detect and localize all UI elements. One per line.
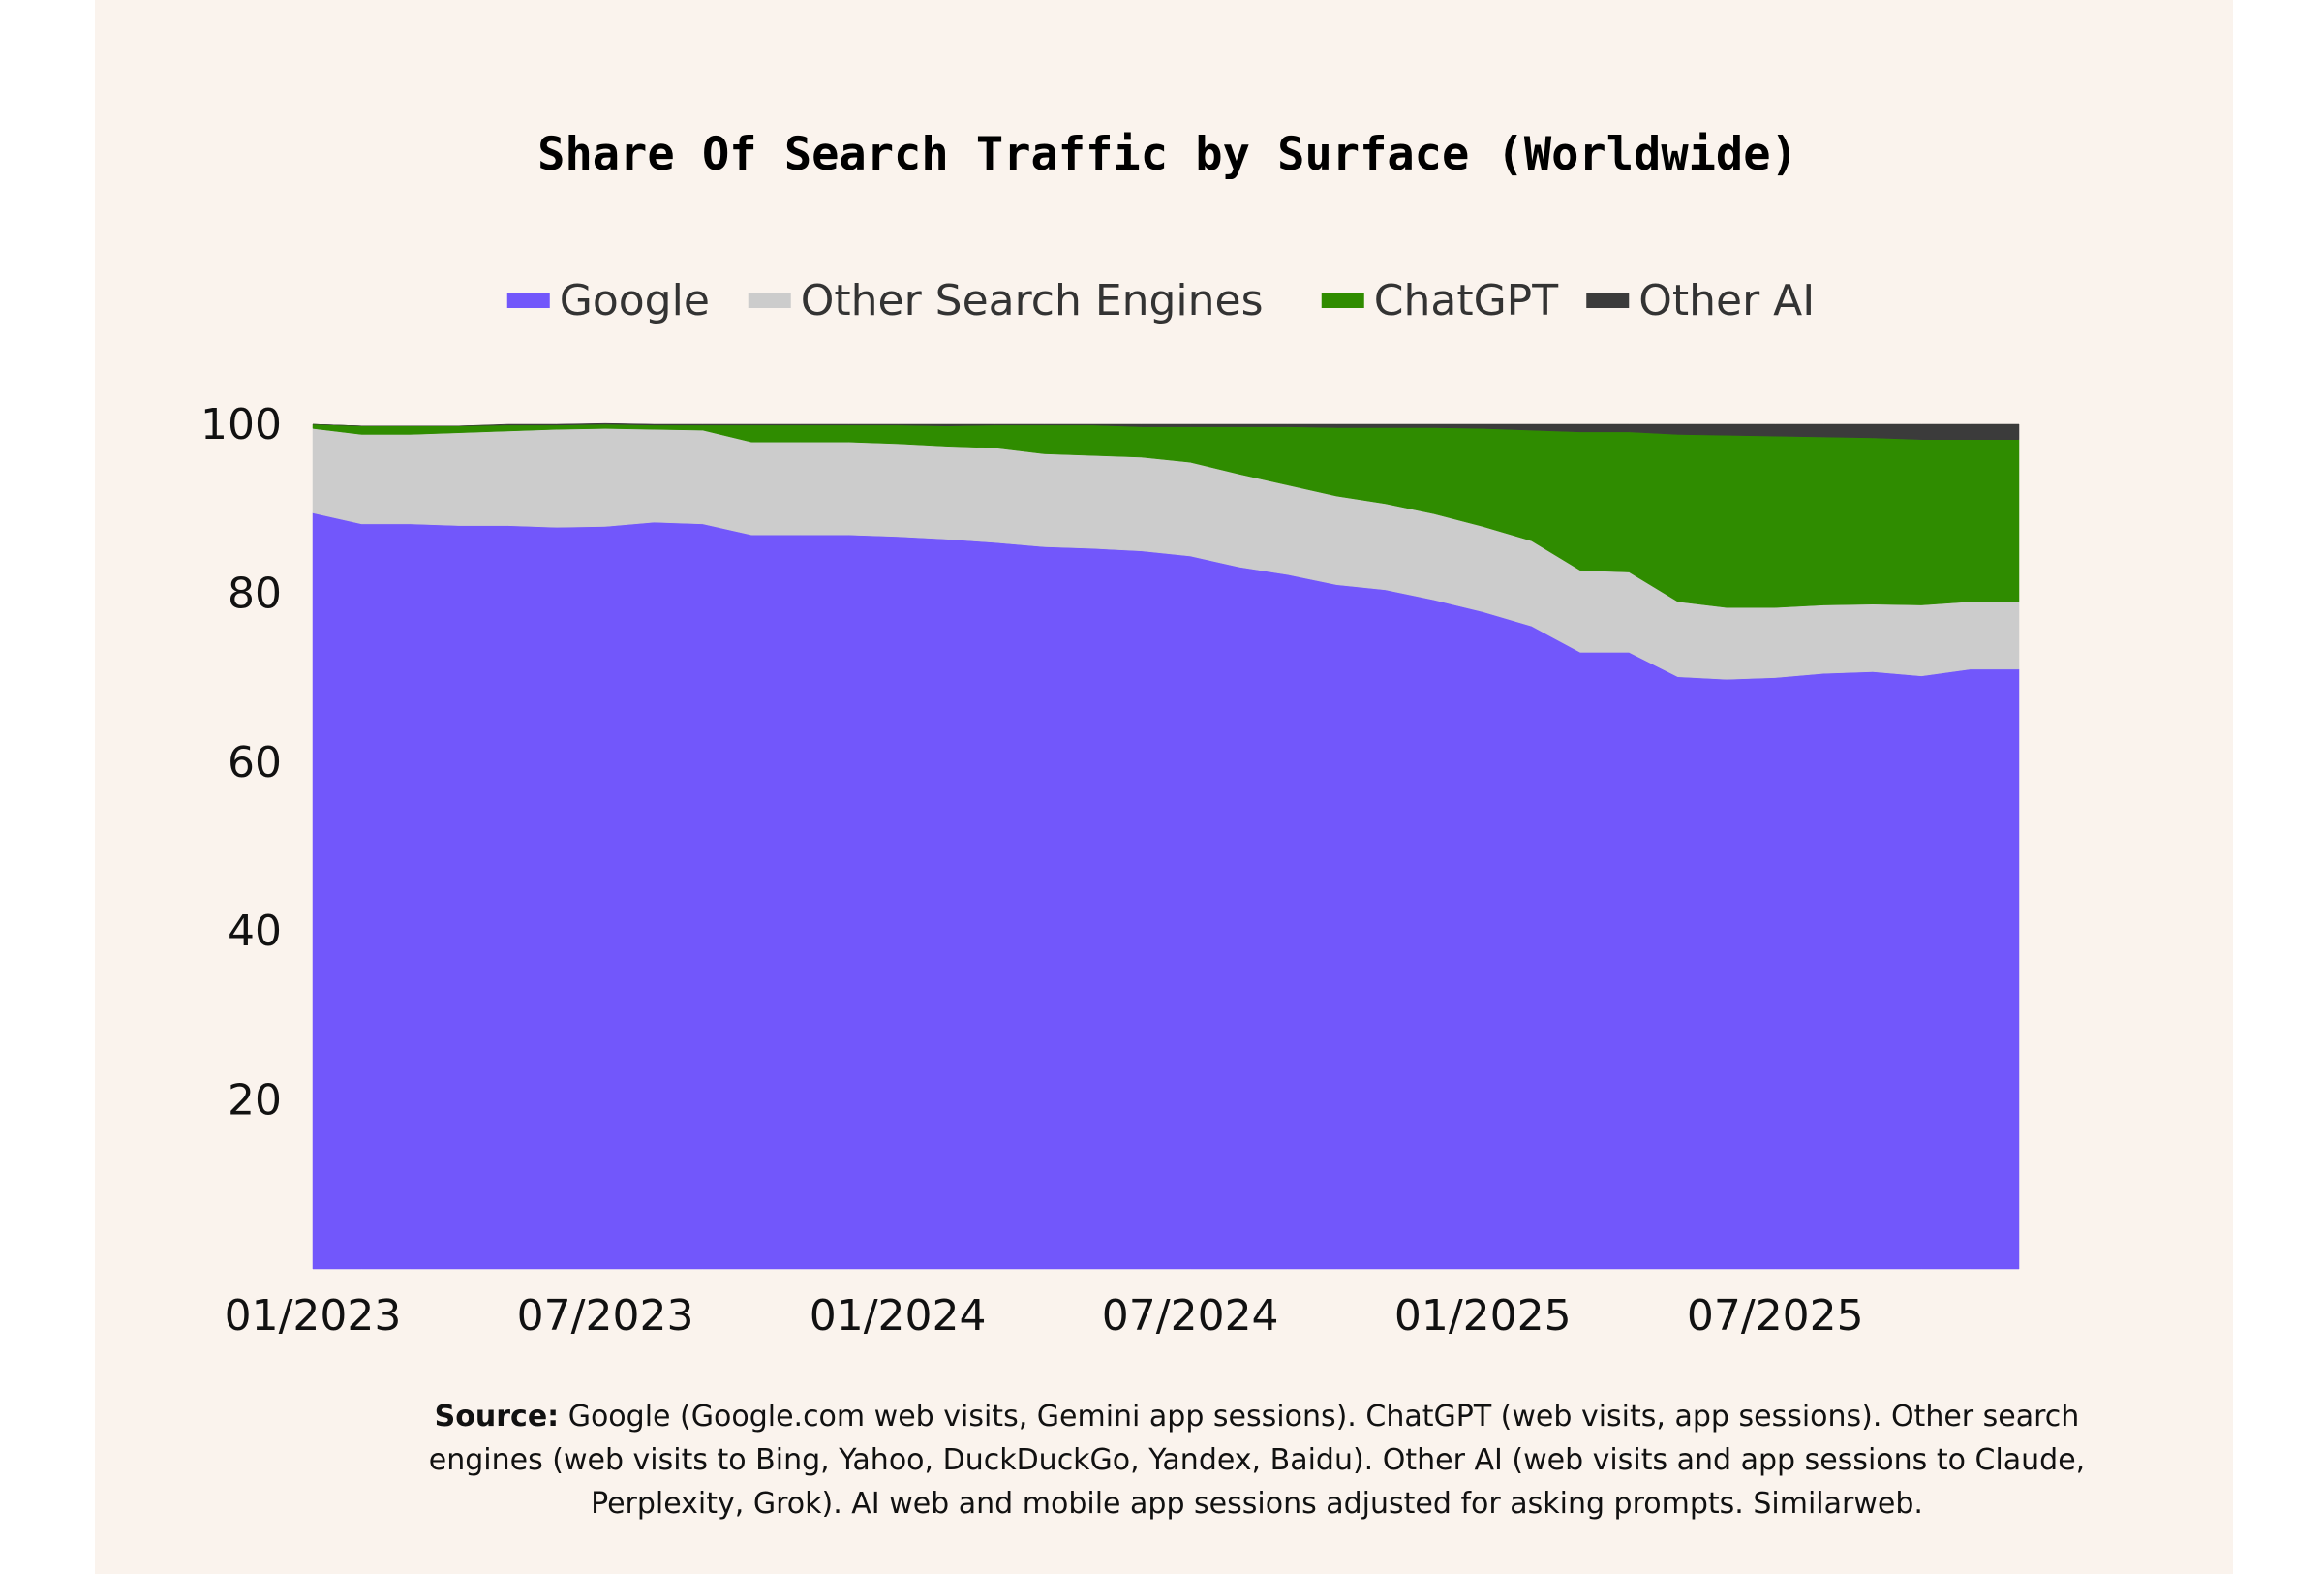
chart-title: Share Of Search Traffic by Surface (Worl… <box>537 128 1798 181</box>
area-chart: Share Of Search Traffic by Surface (Worl… <box>200 128 2020 1341</box>
y-tick-label: 20 <box>228 1076 282 1126</box>
source-note: Source: Google (Google.com web visits, G… <box>385 1395 2128 1526</box>
x-tick-label: 01/2024 <box>810 1291 987 1341</box>
legend-swatch-other-ai <box>1586 293 1630 308</box>
y-tick-label: 100 <box>200 400 282 449</box>
area-other-ai <box>312 422 2020 440</box>
y-tick-label: 40 <box>228 907 282 956</box>
legend-label-google: Google <box>560 276 710 325</box>
x-tick-label: 07/2025 <box>1687 1291 1864 1341</box>
source-label: Source: <box>434 1400 560 1434</box>
x-axis: 01/2023 07/2023 01/2024 07/2024 01/2025 07/20… <box>225 1291 1864 1341</box>
legend-swatch-chatgpt <box>1321 293 1364 308</box>
legend-swatch-other-search-engines <box>748 293 791 308</box>
legend-label-chatgpt: ChatGPT <box>1374 276 1558 325</box>
legend-label-other-ai: Other AI <box>1638 276 1815 325</box>
legend-swatch-google <box>506 293 550 308</box>
x-tick-label: 01/2023 <box>225 1291 402 1341</box>
y-axis: 20 40 60 80 100 <box>200 400 282 1126</box>
stacked-areas <box>312 422 2020 1270</box>
x-tick-label: 07/2023 <box>517 1291 694 1341</box>
x-tick-label: 07/2024 <box>1102 1291 1279 1341</box>
x-tick-label: 01/2025 <box>1394 1291 1572 1341</box>
chart-card: Share Of Search Traffic by Surface (Worl… <box>95 0 2233 1574</box>
source-text: Google (Google.com web visits, Gemini ap… <box>428 1400 2086 1521</box>
chart-legend: Google Other Search Engines ChatGPT Other A… <box>506 276 1815 325</box>
y-tick-label: 80 <box>228 569 282 618</box>
y-tick-label: 60 <box>228 738 282 787</box>
legend-label-other-search-engines: Other Search Engines <box>801 276 1264 325</box>
